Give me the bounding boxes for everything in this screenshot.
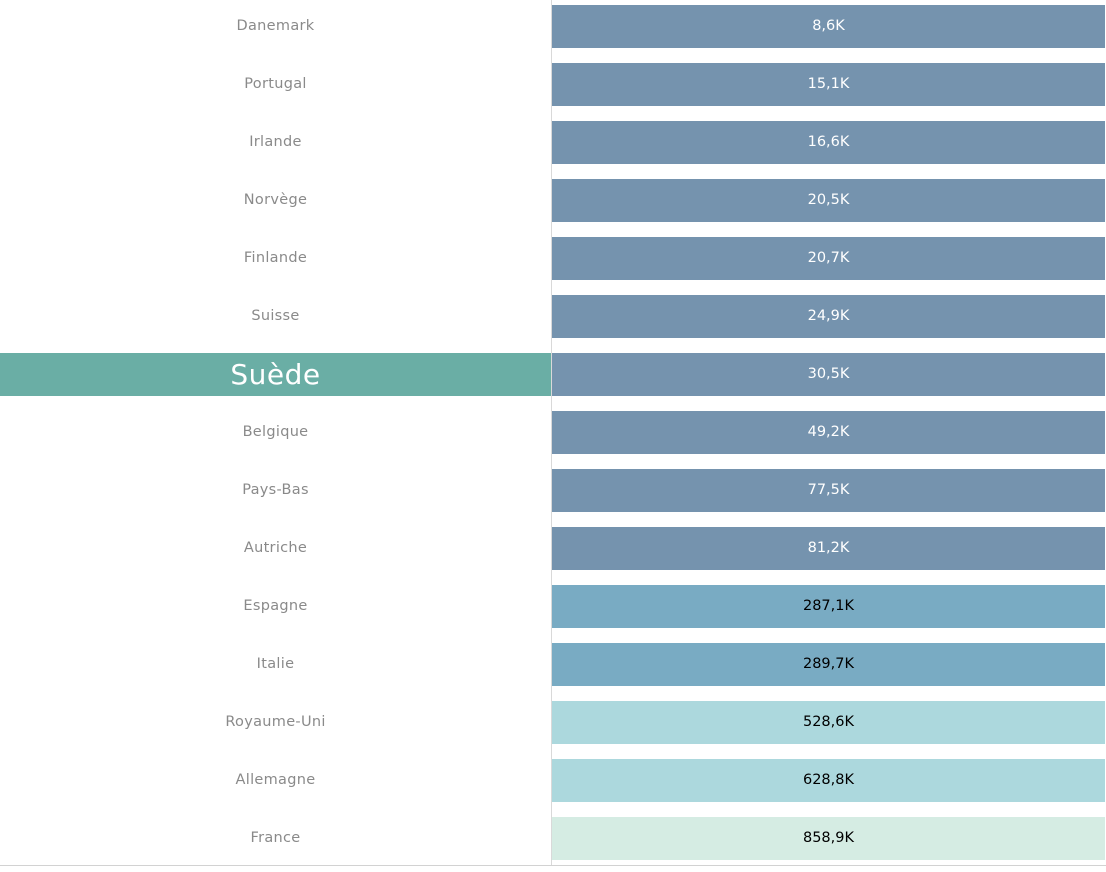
column-divider bbox=[551, 0, 552, 866]
country-label: Finlande bbox=[243, 250, 308, 266]
value-cell: 16,6K bbox=[552, 121, 1105, 164]
country-label: Danemark bbox=[236, 18, 315, 34]
value-cell: 287,1K bbox=[552, 585, 1105, 628]
table-row: Espagne 287,1K bbox=[0, 585, 1106, 628]
table-row: Italie 289,7K bbox=[0, 643, 1106, 686]
table-row: Danemark 8,6K bbox=[0, 5, 1106, 48]
country-label: Suède bbox=[0, 353, 551, 396]
value-cell: 15,1K bbox=[552, 63, 1105, 106]
table-bottom-border bbox=[0, 865, 1106, 866]
value-cell: 81,2K bbox=[552, 527, 1105, 570]
country-label: Italie bbox=[256, 656, 295, 672]
value-cell: 30,5K bbox=[552, 353, 1105, 396]
country-label: Portugal bbox=[244, 76, 307, 92]
value-cell: 289,7K bbox=[552, 643, 1105, 686]
country-label: Belgique bbox=[242, 424, 309, 440]
table-row: Autriche 81,2K bbox=[0, 527, 1106, 570]
value-cell: 528,6K bbox=[552, 701, 1105, 744]
table-row: Allemagne 628,8K bbox=[0, 759, 1106, 802]
table-row: Norvège 20,5K bbox=[0, 179, 1106, 222]
table-row: Irlande 16,6K bbox=[0, 121, 1106, 164]
country-label: Irlande bbox=[249, 134, 302, 150]
table-row: Finlande 20,7K bbox=[0, 237, 1106, 280]
country-label: Allemagne bbox=[235, 772, 316, 788]
value-cell: 77,5K bbox=[552, 469, 1105, 512]
table-row: Suisse 24,9K bbox=[0, 295, 1106, 338]
value-cell: 24,9K bbox=[552, 295, 1105, 338]
table-row: Royaume-Uni 528,6K bbox=[0, 701, 1106, 744]
value-cell: 8,6K bbox=[552, 5, 1105, 48]
value-cell: 20,5K bbox=[552, 179, 1105, 222]
table-row: Suède 30,5K bbox=[0, 353, 1106, 396]
value-cell: 628,8K bbox=[552, 759, 1105, 802]
table-row: Belgique 49,2K bbox=[0, 411, 1106, 454]
country-label: Autriche bbox=[243, 540, 308, 556]
table-row: Pays-Bas 77,5K bbox=[0, 469, 1106, 512]
value-cell: 49,2K bbox=[552, 411, 1105, 454]
value-cell: 20,7K bbox=[552, 237, 1105, 280]
country-label: Pays-Bas bbox=[242, 482, 309, 498]
table-row: Portugal 15,1K bbox=[0, 63, 1106, 106]
country-label: Royaume-Uni bbox=[225, 714, 326, 730]
country-label: Suisse bbox=[251, 308, 300, 324]
country-label: Norvège bbox=[243, 192, 308, 208]
country-label: France bbox=[250, 830, 301, 846]
value-cell: 858,9K bbox=[552, 817, 1105, 860]
country-label: Espagne bbox=[243, 598, 308, 614]
table-row: France 858,9K bbox=[0, 817, 1106, 860]
